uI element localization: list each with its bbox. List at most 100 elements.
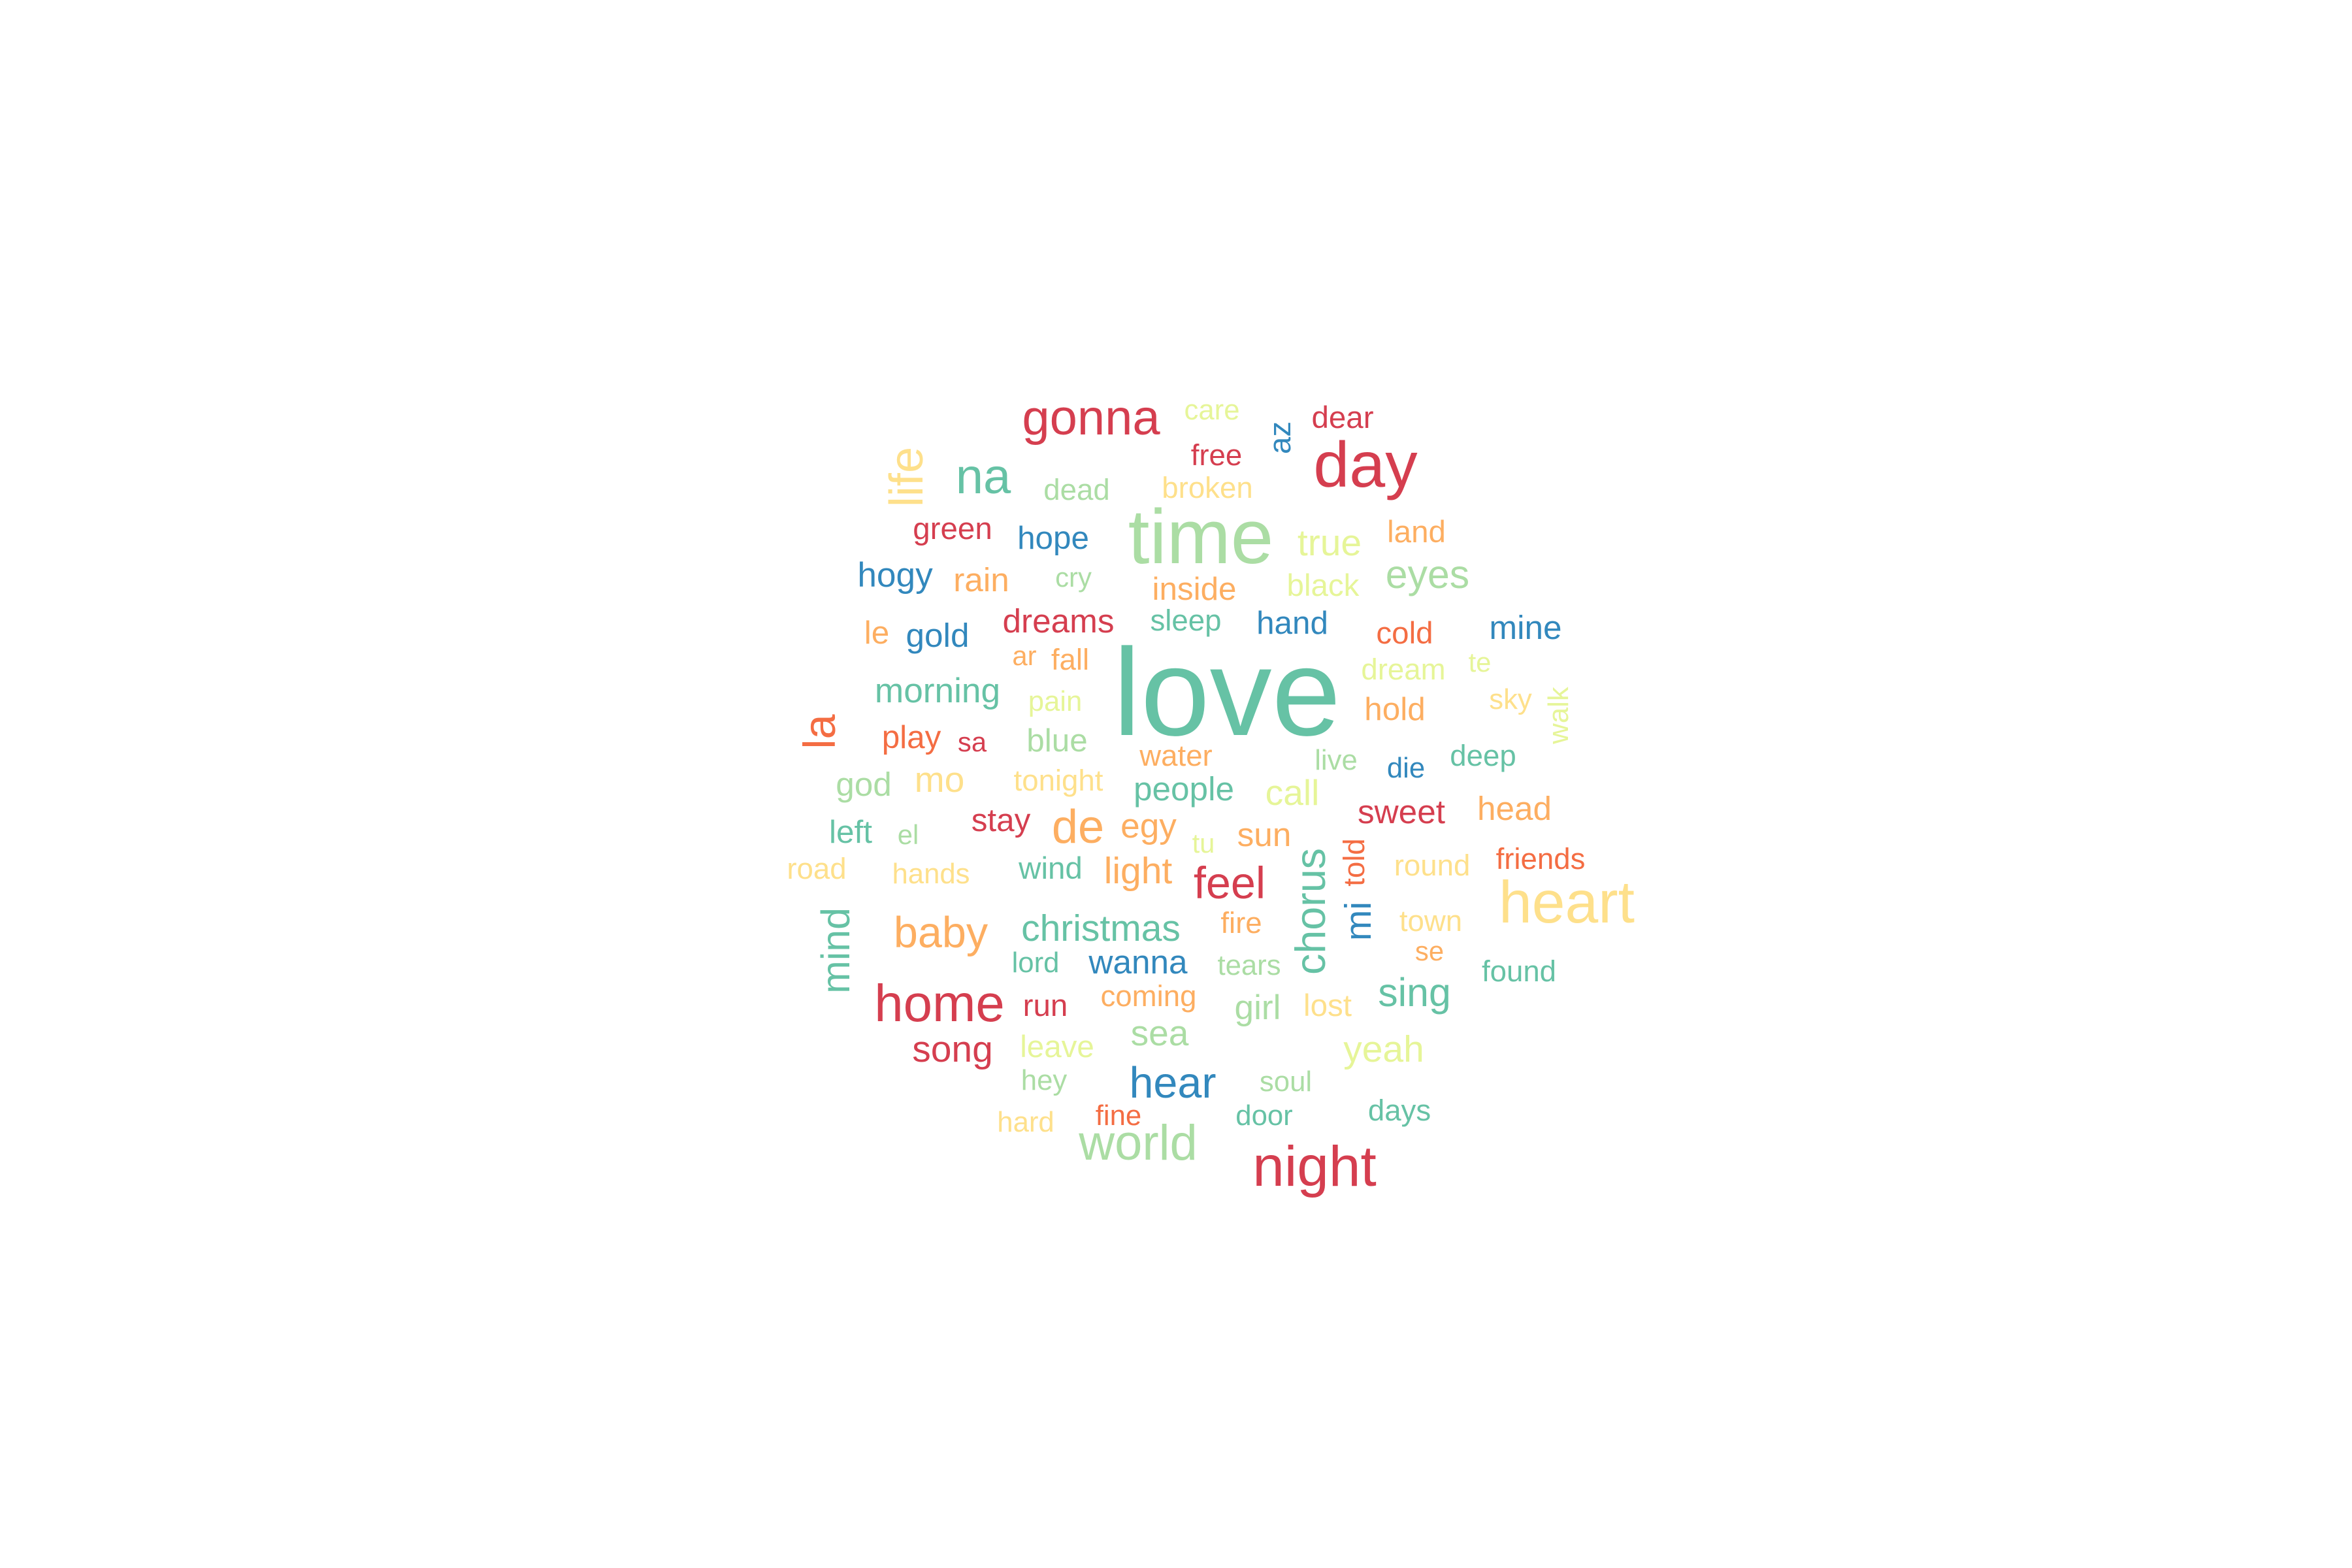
word-stay: stay [972, 802, 1031, 838]
word-die: die [1387, 752, 1425, 784]
word-fall: fall [1051, 643, 1089, 676]
word-life: life [881, 447, 933, 507]
word-true: true [1298, 522, 1362, 564]
word-sea: sea [1131, 1013, 1189, 1053]
word-days: days [1368, 1094, 1431, 1127]
word-hope: hope [1017, 520, 1089, 556]
word-la: la [795, 713, 845, 749]
word-home: home [874, 974, 1005, 1032]
word-rain: rain [953, 561, 1009, 598]
word-dreams: dreams [1002, 602, 1114, 640]
word-free: free [1191, 438, 1243, 472]
word-mo: mo [915, 759, 965, 800]
word-le: le [864, 615, 889, 651]
word-green: green [913, 512, 992, 546]
word-yeah: yeah [1343, 1028, 1424, 1070]
word-hold: hold [1364, 691, 1425, 727]
word-tu: tu [1192, 828, 1215, 858]
word-fine: fine [1096, 1100, 1141, 1132]
word-egy: egy [1120, 807, 1177, 845]
word-pain: pain [1028, 685, 1083, 717]
word-hand: hand [1256, 605, 1328, 641]
word-christmas: christmas [1021, 907, 1181, 949]
word-told: told [1337, 838, 1371, 887]
word-song: song [912, 1028, 993, 1070]
word-black: black [1287, 568, 1360, 603]
word-te: te [1469, 647, 1492, 678]
word-broken: broken [1162, 471, 1252, 504]
word-girl: girl [1235, 988, 1281, 1027]
word-dream: dream [1361, 653, 1445, 686]
word-wind: wind [1018, 851, 1083, 886]
word-dead: dead [1043, 473, 1109, 506]
word-cry: cry [1055, 562, 1092, 593]
word-leave: leave [1020, 1030, 1094, 1064]
word-hey: hey [1021, 1064, 1068, 1096]
word-lord: lord [1012, 947, 1060, 979]
word-live: live [1315, 744, 1358, 776]
word-sky: sky [1489, 683, 1532, 715]
word-land: land [1387, 515, 1446, 549]
word-gold: gold [906, 617, 970, 654]
word-door: door [1235, 1100, 1292, 1132]
word-eyes: eyes [1386, 552, 1469, 596]
word-sa: sa [958, 727, 987, 757]
word-friends: friends [1496, 842, 1586, 875]
word-night: night [1252, 1134, 1377, 1198]
word-sun: sun [1237, 816, 1292, 853]
word-hogy: hogy [857, 556, 933, 595]
word-run: run [1023, 988, 1068, 1023]
word-inside: inside [1152, 571, 1236, 607]
word-hear: hear [1129, 1059, 1216, 1107]
word-soul: soul [1260, 1066, 1312, 1098]
word-el: el [898, 819, 919, 850]
word-blue: blue [1026, 723, 1087, 759]
word-sing: sing [1378, 970, 1451, 1015]
word-people: people [1134, 770, 1234, 808]
word-hard: hard [997, 1106, 1054, 1138]
word-ar: ar [1012, 640, 1036, 671]
word-found: found [1482, 955, 1556, 988]
word-light: light [1104, 850, 1173, 892]
word-call: call [1266, 772, 1320, 813]
word-walk: walk [1543, 687, 1575, 745]
word-head: head [1477, 790, 1552, 827]
word-time: time [1128, 493, 1274, 580]
word-left: left [829, 814, 872, 850]
word-road: road [787, 852, 846, 885]
word-world: world [1078, 1115, 1198, 1171]
word-chorus: chorus [1287, 848, 1334, 975]
word-tonight: tonight [1014, 764, 1103, 797]
word-mind: mind [813, 907, 858, 994]
word-cold: cold [1376, 616, 1433, 651]
word-wanna: wanna [1088, 943, 1188, 981]
word-round: round [1394, 849, 1471, 882]
word-love: love [1113, 623, 1341, 762]
word-az: az [1263, 421, 1298, 454]
word-tears: tears [1217, 949, 1281, 981]
word-de: de [1052, 801, 1104, 853]
word-water: water [1139, 739, 1213, 772]
word-dear: dear [1311, 400, 1373, 435]
word-mi: mi [1337, 902, 1379, 941]
word-gonna: gonna [1022, 390, 1160, 446]
word-mine: mine [1489, 609, 1561, 646]
word-deep: deep [1450, 739, 1516, 772]
word-baby: baby [894, 909, 988, 957]
word-town: town [1399, 904, 1462, 938]
word-care: care [1184, 394, 1240, 426]
word-se: se [1415, 936, 1444, 966]
word-sleep: sleep [1151, 604, 1222, 637]
word-feel: feel [1194, 858, 1266, 908]
word-na: na [956, 449, 1011, 504]
word-heart: heart [1499, 869, 1635, 936]
word-hands: hands [892, 858, 970, 890]
word-morning: morning [875, 672, 1000, 710]
word-sweet: sweet [1358, 793, 1445, 830]
word-god: god [836, 766, 892, 803]
word-lost: lost [1303, 988, 1352, 1023]
word-play: play [882, 719, 941, 755]
word-coming: coming [1101, 979, 1197, 1013]
